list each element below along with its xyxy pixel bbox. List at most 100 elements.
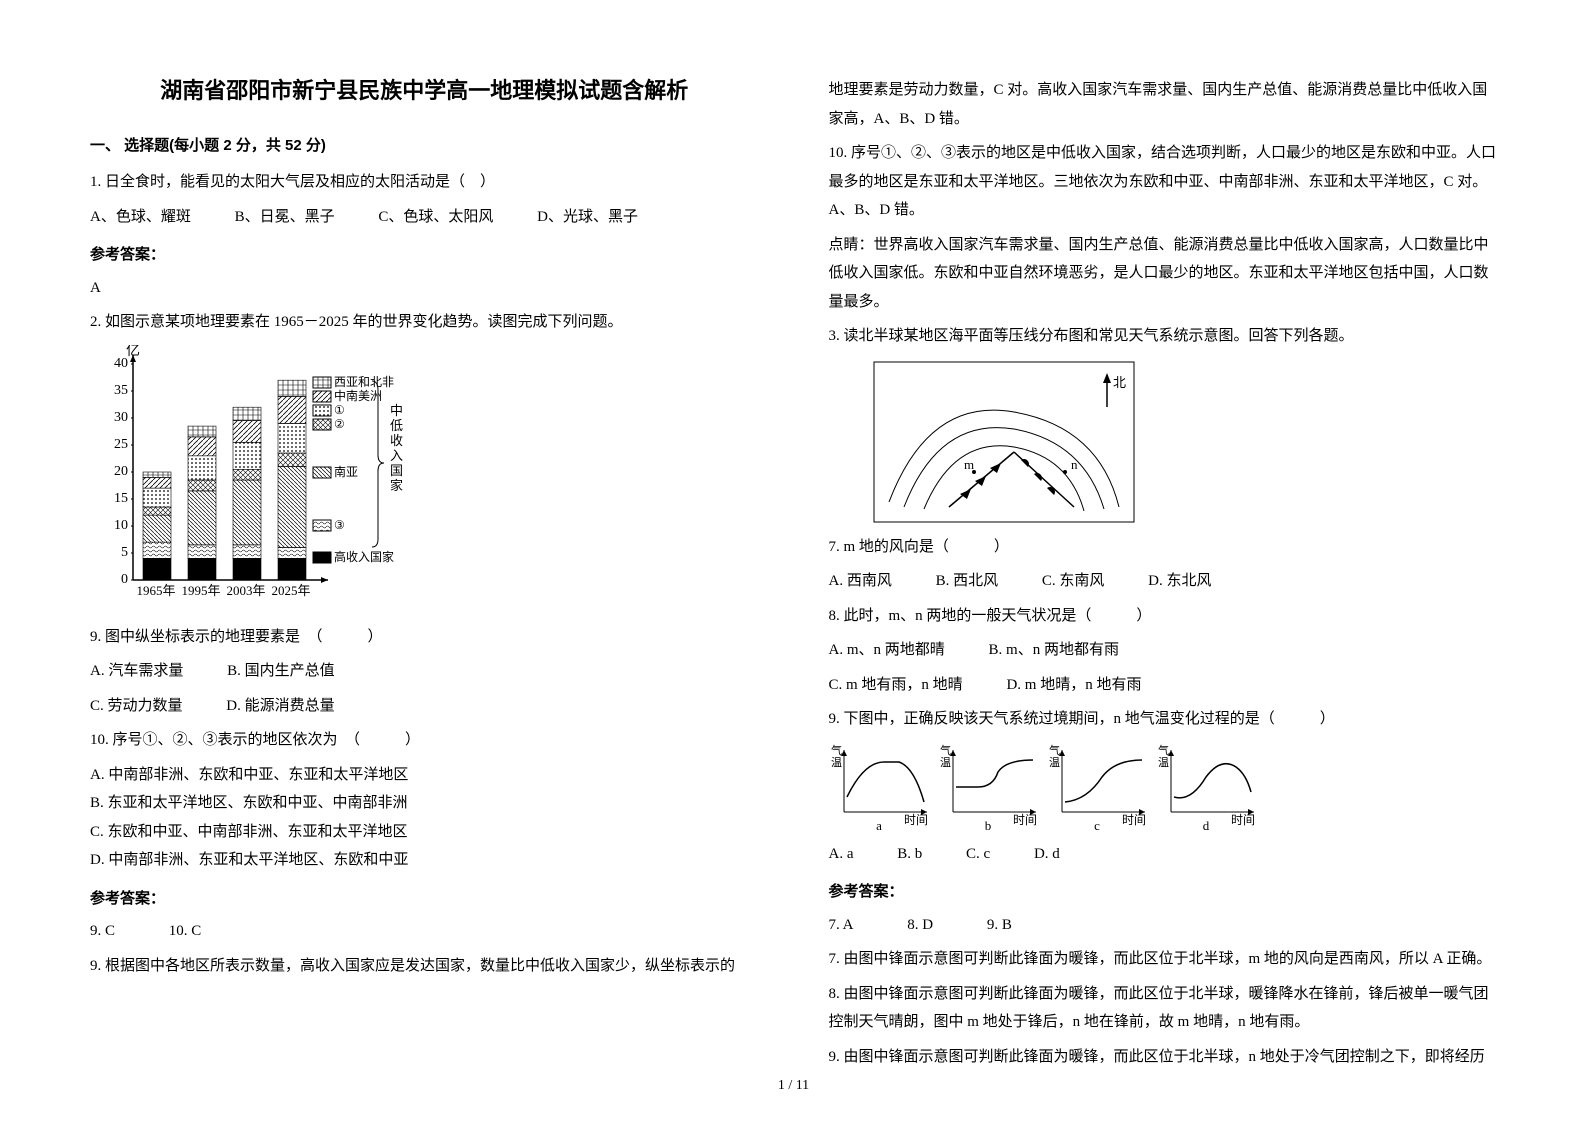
q3-sub9-options: A. a B. b C. c D. d <box>829 840 1498 869</box>
svg-text:a: a <box>876 818 882 832</box>
svg-text:15: 15 <box>114 491 128 506</box>
q2-ans-10: 10. C <box>169 917 202 946</box>
svg-text:时间: 时间 <box>1231 813 1255 827</box>
svg-text:b: b <box>984 818 991 832</box>
q1-opt-c: C、色球、太阳风 <box>378 203 493 232</box>
svg-text:③: ③ <box>334 518 345 532</box>
q2-sub9-stem: 9. 图中纵坐标表示的地理要素是 （ ） <box>90 623 759 652</box>
svg-text:气: 气 <box>1158 743 1169 757</box>
svg-text:时间: 时间 <box>1122 813 1146 827</box>
q3-sub7-options: A. 西南风 B. 西北风 C. 东南风 D. 东北风 <box>829 567 1498 596</box>
svg-text:温: 温 <box>1158 756 1169 769</box>
q2-sub9-options: A. 汽车需求量 B. 国内生产总值 <box>90 657 759 686</box>
q3-sub9-opt-b: B. b <box>897 840 922 869</box>
q1-stem: 1. 日全食时，能看见的太阳大气层及相应的太阳活动是（ ） <box>90 168 759 197</box>
temp-chart-a: 气温 时间 a <box>829 742 934 832</box>
q3-sub9-opt-d: D. d <box>1034 840 1060 869</box>
q2-exp9: 9. 根据图中各地区所表示数量，高收入国家应是发达国家，数量比中低收入国家少，纵… <box>90 952 759 981</box>
q3-sub8-opt-c: C. m 地有雨，n 地晴 <box>829 671 963 700</box>
svg-text:时间: 时间 <box>1013 813 1037 827</box>
svg-text:②: ② <box>334 417 345 431</box>
q2-chart: 亿 0 5 10 15 20 25 30 35 40 1965年 <box>98 345 408 615</box>
svg-text:35: 35 <box>114 383 128 398</box>
svg-text:气: 气 <box>940 743 951 757</box>
q1-opt-a: A、色球、耀斑 <box>90 203 191 232</box>
q3-exp9: 9. 由图中锋面示意图可判断此锋面为暖锋，而此区位于北半球，n 地处于冷气团控制… <box>829 1043 1498 1072</box>
svg-text:10: 10 <box>114 518 128 533</box>
page-footer: 1 / 11 <box>0 1073 1587 1100</box>
q2-exp9-cont: 地理要素是劳动力数量，C 对。高收入国家汽车需求量、国内生产总值、能源消费总量比… <box>829 76 1498 133</box>
q3-ans-9: 9. B <box>987 911 1012 940</box>
svg-text:高收入国家: 高收入国家 <box>334 549 394 564</box>
q3-temp-charts: 气温 时间 a 气温 时间 b 气温 时间 c <box>829 742 1498 832</box>
q3-exp8: 8. 由图中锋面示意图可判断此锋面为暖锋，而此区位于北半球，暖锋降水在锋前，锋后… <box>829 980 1498 1037</box>
q2-stem: 2. 如图示意某项地理要素在 1965－2025 年的世界变化趋势。读图完成下列… <box>90 308 759 337</box>
svg-text:m: m <box>964 457 974 472</box>
svg-text:①: ① <box>334 403 345 417</box>
svg-text:中南美洲: 中南美洲 <box>334 388 382 403</box>
svg-text:西亚和北非: 西亚和北非 <box>334 375 394 389</box>
q3-exp7: 7. 由图中锋面示意图可判断此锋面为暖锋，而此区位于北半球，m 地的风向是西南风… <box>829 945 1498 974</box>
temp-chart-d: 气温 时间 d <box>1156 742 1261 832</box>
q3-ans-label: 参考答案： <box>829 878 1498 907</box>
q2-sub10-opt-c: C. 东欧和中亚、中南部非洲、东亚和太平洋地区 <box>90 818 759 847</box>
svg-text:1995年: 1995年 <box>181 583 220 598</box>
svg-text:气: 气 <box>831 743 842 757</box>
q2-sub10-opt-d: D. 中南部非洲、东亚和太平洋地区、东欧和中亚 <box>90 846 759 875</box>
q1-ans: A <box>90 274 759 303</box>
svg-text:n: n <box>1071 457 1078 472</box>
q3-ans-row: 7. A 8. D 9. B <box>829 911 1498 940</box>
q3-sub8-opt-d: D. m 地晴，n 地有雨 <box>1006 671 1141 700</box>
svg-text:2025年: 2025年 <box>271 583 310 598</box>
q1-options: A、色球、耀斑 B、日冕、黑子 C、色球、太阳风 D、光球、黑子 <box>90 203 759 232</box>
q3-sub7-stem: 7. m 地的风向是（ ） <box>829 533 1498 562</box>
q2-ans-row: 9. C 10. C <box>90 917 759 946</box>
bracket-text: 中低收入国家 <box>390 403 403 493</box>
q2-exp10: 10. 序号①、②、③表示的地区是中低收入国家，结合选项判断，人口最少的地区是东… <box>829 139 1498 225</box>
q2-sub9-opt-c: C. 劳动力数量 <box>90 692 183 721</box>
q3-sub7-opt-a: A. 西南风 <box>829 567 892 596</box>
q2-sub9-opt-b: B. 国内生产总值 <box>227 657 335 686</box>
temp-chart-c: 气温 时间 c <box>1047 742 1152 832</box>
q1-opt-b: B、日冕、黑子 <box>235 203 335 232</box>
chart-y-unit: 亿 <box>126 345 140 359</box>
svg-text:1965年: 1965年 <box>136 583 175 598</box>
svg-text:时间: 时间 <box>904 813 928 827</box>
q3-sub9-opt-a: A. a <box>829 840 854 869</box>
right-column: 地理要素是劳动力数量，C 对。高收入国家汽车需求量、国内生产总值、能源消费总量比… <box>829 70 1498 1030</box>
temp-chart-b: 气温 时间 b <box>938 742 1043 832</box>
svg-text:5: 5 <box>121 545 128 560</box>
q3-sub8-stem: 8. 此时，m、n 两地的一般天气状况是（ ） <box>829 602 1498 631</box>
q2-ans-9: 9. C <box>90 917 115 946</box>
svg-text:30: 30 <box>114 410 128 425</box>
section-1-head: 一、 选择题(每小题 2 分，共 52 分) <box>90 132 759 161</box>
left-column: 湖南省邵阳市新宁县民族中学高一地理模拟试题含解析 一、 选择题(每小题 2 分，… <box>90 70 759 1030</box>
doc-title: 湖南省邵阳市新宁县民族中学高一地理模拟试题含解析 <box>90 70 759 112</box>
q3-sub7-opt-b: B. 西北风 <box>936 567 999 596</box>
q2-sub9-opt-a: A. 汽车需求量 <box>90 657 183 686</box>
q3-sub8-opt-b: B. m、n 两地都有雨 <box>989 636 1119 665</box>
svg-text:0: 0 <box>121 572 128 587</box>
q2-sub10-opt-b: B. 东亚和太平洋地区、东欧和中亚、中南部非洲 <box>90 789 759 818</box>
svg-text:气: 气 <box>1049 743 1060 757</box>
q3-sub7-opt-d: D. 东北风 <box>1148 567 1211 596</box>
q2-sub9-opt-d: D. 能源消费总量 <box>226 692 334 721</box>
q3-sub8-opt-a: A. m、n 两地都晴 <box>829 636 945 665</box>
svg-text:2003年: 2003年 <box>226 583 265 598</box>
svg-text:温: 温 <box>1049 756 1060 769</box>
q2-sub10-opt-a: A. 中南部非洲、东欧和中亚、东亚和太平洋地区 <box>90 761 759 790</box>
svg-text:南亚: 南亚 <box>334 464 358 479</box>
q2-tip: 点睛：世界高收入国家汽车需求量、国内生产总值、能源消费总量比中低收入国家高，人口… <box>829 231 1498 317</box>
svg-text:北: 北 <box>1113 375 1126 390</box>
svg-text:温: 温 <box>831 756 842 769</box>
q1-opt-d: D、光球、黑子 <box>537 203 638 232</box>
svg-text:温: 温 <box>940 756 951 769</box>
q3-sub9-opt-c: C. c <box>966 840 990 869</box>
q1-ans-label: 参考答案： <box>90 241 759 270</box>
svg-text:25: 25 <box>114 437 128 452</box>
q3-ans-7: 7. A <box>829 911 854 940</box>
svg-text:40: 40 <box>114 356 128 371</box>
q3-map: m n 北 <box>869 357 1139 527</box>
svg-text:c: c <box>1094 818 1100 832</box>
q2-sub10-stem: 10. 序号①、②、③表示的地区依次为 （ ） <box>90 726 759 755</box>
